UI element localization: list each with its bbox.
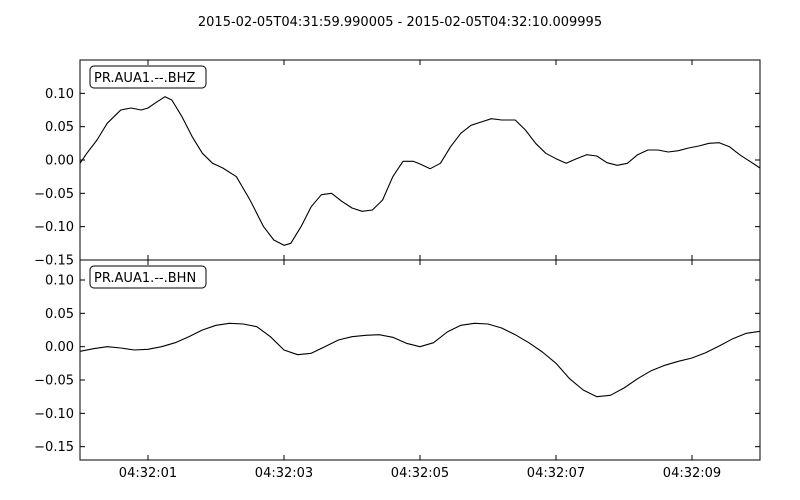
axes-frame-1 bbox=[79, 59, 761, 261]
panel-1: 0.10 0.05 0.00 −0.05 −0.10 −0.15 PR.AUA1.--.BH… bbox=[34, 59, 761, 269]
y-tick-label: 0.05 bbox=[45, 307, 74, 322]
y-tick-label: −0.15 bbox=[34, 440, 74, 455]
y-tick-label: 0.10 bbox=[45, 87, 74, 102]
y-tick-label: −0.15 bbox=[34, 254, 74, 269]
y-tick-label: −0.05 bbox=[34, 374, 74, 389]
x-tick-label: 04:32:07 bbox=[527, 466, 585, 481]
axes-frame-2 bbox=[79, 259, 761, 461]
x-tick-label: 04:32:09 bbox=[663, 466, 721, 481]
y-tick-label: 0.05 bbox=[45, 120, 74, 135]
x-tick-label: 04:32:03 bbox=[255, 466, 313, 481]
y-tick-label: 0.10 bbox=[45, 274, 74, 289]
x-tick-label: 04:32:01 bbox=[119, 466, 177, 481]
x-tick-label: 04:32:05 bbox=[391, 466, 449, 481]
y-tick-label: −0.10 bbox=[34, 407, 74, 422]
legend-box bbox=[89, 265, 207, 289]
legend-1: PR.AUA1.--.BHZ bbox=[89, 65, 207, 89]
y-tick-label: −0.10 bbox=[34, 220, 74, 235]
y-tick-label: 0.00 bbox=[45, 154, 74, 169]
panel-2: 0.10 0.05 0.00 −0.05 −0.10 −0.15 04:32:01 04:32… bbox=[34, 259, 761, 481]
y-tick-label: −0.05 bbox=[34, 187, 74, 202]
legend-label: PR.AUA1.--.BHZ bbox=[94, 71, 195, 86]
trace-line-2 bbox=[79, 322, 761, 398]
legend-label: PR.AUA1.--.BHN bbox=[94, 271, 196, 286]
trace-line-1 bbox=[79, 96, 761, 246]
chart-title: 2015-02-05T04:31:59.990005 - 2015-02-05T… bbox=[198, 15, 602, 30]
legend-2: PR.AUA1.--.BHN bbox=[89, 265, 207, 289]
legend-box bbox=[89, 65, 207, 89]
y-tick-label: 0.00 bbox=[45, 340, 74, 355]
panels: 0.10 0.05 0.00 −0.05 −0.10 −0.15 PR.AUA1.--.BH… bbox=[34, 59, 761, 481]
